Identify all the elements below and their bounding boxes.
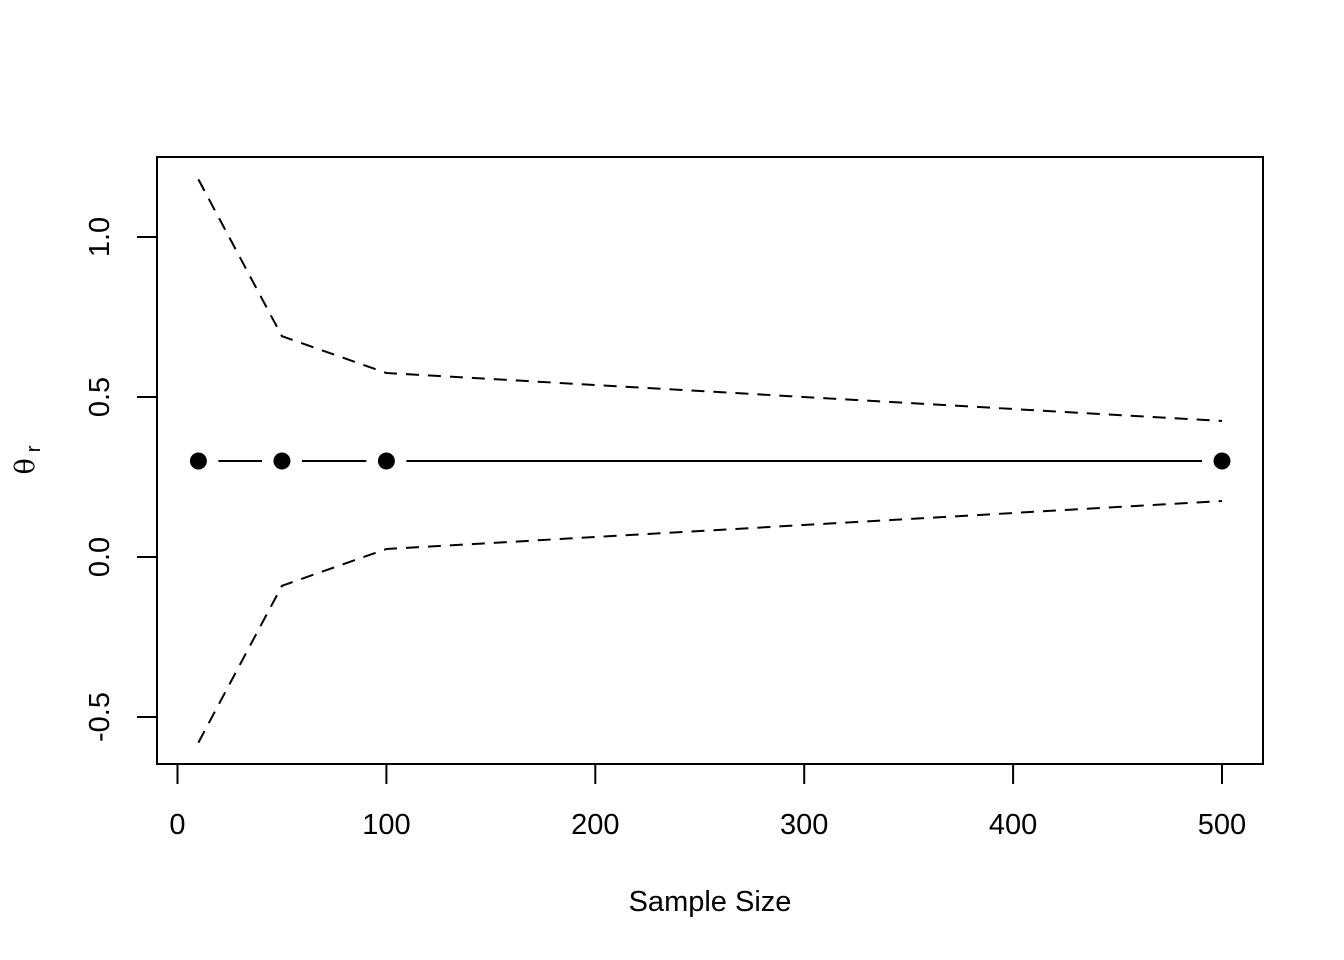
x-tick-label: 400 (989, 809, 1037, 841)
series-estimate-point (1213, 452, 1231, 470)
y-axis-title-symbol: θ (10, 458, 41, 474)
y-tick-label: 1.0 (84, 217, 116, 257)
x-axis-title: Sample Size (629, 886, 792, 918)
y-axis: -0.5 0.0 0.5 1.0 (84, 217, 158, 742)
x-tick-label: 200 (571, 809, 619, 841)
y-axis-title-subscript: r (23, 445, 45, 452)
series-estimate-point (377, 452, 395, 470)
y-tick-label: -0.5 (84, 692, 116, 742)
series-layer (189, 178, 1231, 744)
x-tick-label: 0 (169, 809, 185, 841)
series-upper-bound-line (197, 178, 1223, 422)
x-axis: 0 100 200 300 400 500 (169, 763, 1246, 841)
x-tick-label: 500 (1198, 809, 1246, 841)
y-tick-label: 0.5 (84, 377, 116, 417)
y-tick-label: 0.0 (84, 537, 116, 577)
series-estimate-point (273, 452, 291, 470)
x-tick-label: 300 (780, 809, 828, 841)
x-tick-label: 100 (362, 809, 410, 841)
series-estimate-point (189, 452, 207, 470)
y-axis-title: θr (10, 445, 45, 474)
series-lower-bound-line (197, 500, 1223, 744)
